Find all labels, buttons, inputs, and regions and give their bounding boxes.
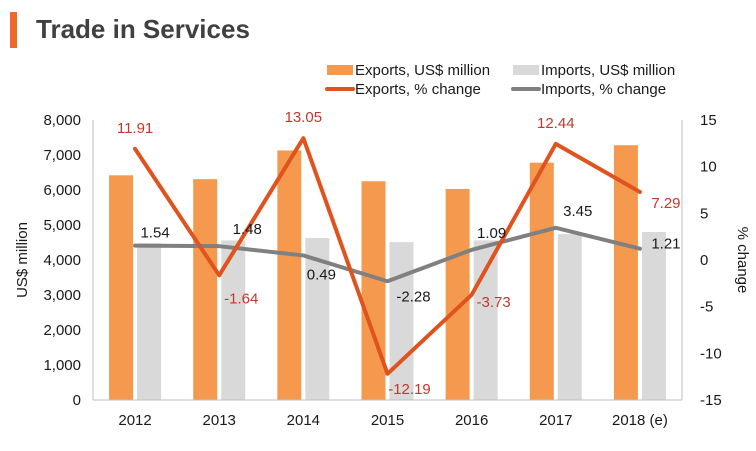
legend-imports-bar-swatch [513, 65, 539, 75]
left-tick-label: 4,000 [43, 252, 81, 269]
exports-bar-2015 [361, 181, 386, 400]
imports-bar-2018 (e) [641, 232, 666, 400]
legend-exports-bar-text: Exports, US$ million [355, 62, 490, 79]
right-tick-label: -15 [700, 392, 722, 409]
x-tick-label: 2016 [455, 412, 488, 429]
left-axis-title: US$ million [14, 222, 31, 298]
imports-pct-line [133, 225, 642, 284]
exports-pct-label: 11.91 [117, 120, 153, 137]
x-tick-label: 2014 [287, 412, 320, 429]
page-title: Trade in Services [36, 14, 250, 44]
imports-pct-label: 1.09 [477, 225, 506, 242]
left-tick-label: 6,000 [43, 182, 81, 199]
legend-exports-bar-swatch [327, 65, 353, 75]
imports-bar-2014 [305, 237, 330, 400]
legend-imports-bar-text: Imports, US$ million [541, 62, 675, 79]
exports-bar-2013 [193, 179, 218, 400]
exports-bar-2017 [529, 162, 554, 400]
title-accent-bar [10, 12, 17, 48]
imports-pct-label: 3.45 [563, 203, 592, 220]
x-tick-label: 2018 (e) [612, 412, 668, 429]
left-tick-label: 5,000 [43, 217, 81, 234]
right-tick-label: 0 [700, 252, 708, 269]
exports-pct-label: 12.44 [537, 115, 575, 132]
exports-pct-line [133, 136, 642, 376]
right-tick-label: 15 [700, 112, 717, 129]
imports-bar-2017 [557, 234, 582, 400]
line-series-group [133, 136, 642, 376]
data-labels-group: 11.91 -1.64 13.05 -12.19 -3.73 12.44 7.29 1.54 1… [117, 109, 681, 398]
imports-pct-label: -2.28 [396, 288, 430, 305]
exports-bar-2016 [445, 188, 470, 400]
left-tick-label: 8,000 [43, 112, 81, 129]
imports-bar-2016 [473, 240, 498, 400]
chart-legend: Exports, US$ million Imports, US$ million… [325, 62, 675, 98]
imports-bar-2015 [389, 242, 414, 400]
exports-bar-2014 [277, 150, 302, 400]
imports-bar-2012 [137, 243, 162, 400]
x-tick-label: 2015 [371, 412, 404, 429]
imports-pct-label: 1.48 [233, 221, 262, 238]
axes-group: 0 1,000 2,000 3,000 4,000 5,000 6,000 7,000 8,00… [14, 112, 751, 429]
right-tick-label: -10 [700, 345, 722, 362]
left-tick-label: 3,000 [43, 287, 81, 304]
left-tick-label: 7,000 [43, 147, 81, 164]
left-tick-label: 2,000 [43, 322, 81, 339]
exports-pct-label: 13.05 [285, 109, 323, 126]
legend-imports-line-text: Imports, % change [541, 81, 666, 98]
imports-pct-label: 1.54 [140, 225, 169, 242]
bar-series-group [109, 145, 666, 400]
x-tick-label: 2013 [203, 412, 236, 429]
right-tick-label: 10 [700, 159, 717, 176]
left-tick-label: 1,000 [43, 357, 81, 374]
x-tick-label: 2017 [539, 412, 572, 429]
right-tick-label: -5 [700, 299, 713, 316]
left-tick-label: 0 [73, 392, 81, 409]
exports-bar-2012 [109, 175, 134, 400]
exports-pct-label: -3.73 [477, 294, 511, 311]
right-axis-title: % change [734, 227, 751, 294]
imports-pct-label: 0.49 [307, 266, 336, 283]
exports-pct-label: -1.64 [224, 290, 258, 307]
exports-pct-label: 7.29 [651, 195, 680, 212]
x-tick-label: 2012 [118, 412, 151, 429]
legend-exports-line-text: Exports, % change [355, 81, 481, 98]
right-tick-label: 5 [700, 205, 708, 222]
exports-pct-label: -12.19 [388, 381, 431, 398]
imports-pct-label: 1.21 [651, 236, 680, 253]
